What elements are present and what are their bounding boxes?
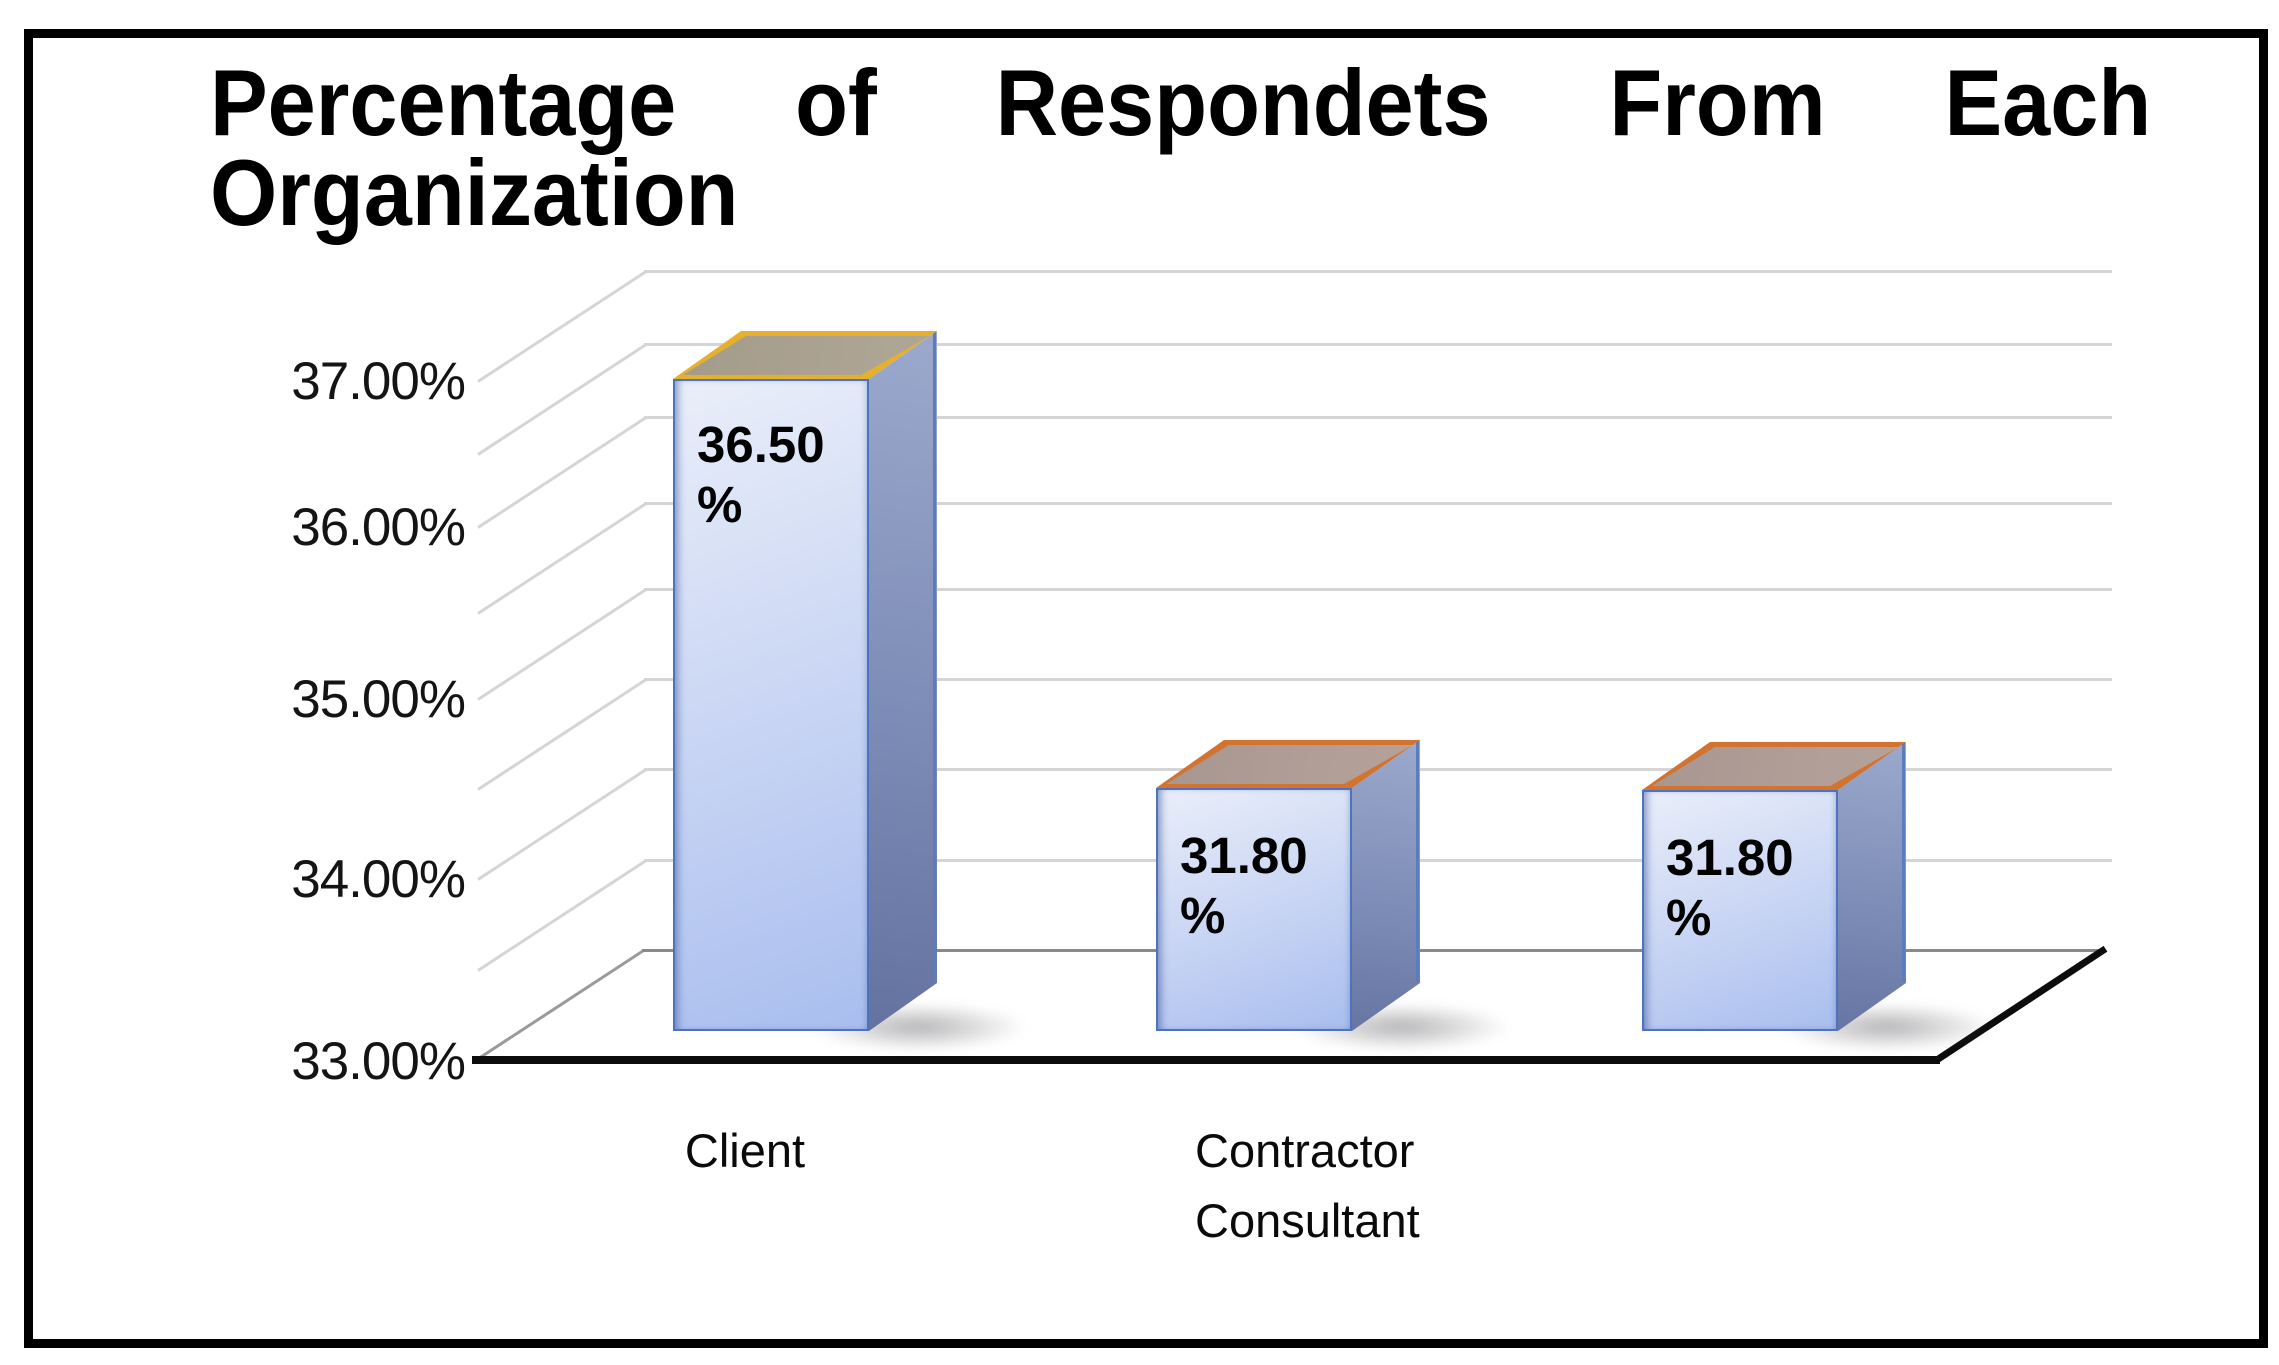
bar-top-face [673,331,937,379]
category-label-contractor-consultant: Contractor Consultant [1195,1124,1420,1247]
bar-front-face [1642,790,1838,1031]
chart-title: Percentage of Respondets From Each Organ… [210,56,2151,240]
title-word: Percentage [210,50,677,155]
bar-side-edge [1416,741,1419,982]
gridline [644,270,2112,273]
bar-client: 36.50 % [673,331,1063,1059]
chart-title-line2: Organization [210,140,739,245]
gridline [644,416,2112,419]
bar-contractor-consultant: 31.80 % [1156,740,1546,1059]
bar-side-face [1352,740,1420,1031]
gridline [644,588,2112,591]
y-axis-label-34: 34.00% [291,850,466,909]
title-word: Respondets [995,50,1491,155]
bar-side-face [869,331,937,1031]
chart-outer-frame [24,29,2268,1348]
chart-title-line1: Percentage of Respondets From Each [210,56,2151,150]
gridline [644,343,2112,346]
title-word: Each [1944,50,2152,155]
y-axis-label-33: 33.00% [291,1032,466,1091]
y-axis-label-36: 36.00% [291,498,466,557]
category-label-client: Client [684,1124,806,1177]
title-word: of [795,50,877,155]
bar-top-face [1642,742,1906,790]
bar-data-label: 31.80 % [1180,827,1308,945]
bar-top-face [1156,740,1420,788]
gridline [644,502,2112,505]
x-axis-line [472,1056,1940,1064]
gridline [644,678,2112,681]
bar-side-edge [1902,743,1905,982]
bar-front-face [673,379,869,1031]
y-axis-label-37: 37.00% [291,352,466,411]
title-word: From [1609,50,1826,155]
bar-third: 31.80 % [1642,742,2032,1059]
y-axis-label-35: 35.00% [291,670,466,729]
bar-side-face [1838,742,1906,1031]
bar-data-label: 31.80 % [1666,829,1794,947]
bar-data-label: 36.50 % [697,416,825,534]
bar-side-edge [933,332,936,982]
bar-front-face [1156,788,1352,1031]
